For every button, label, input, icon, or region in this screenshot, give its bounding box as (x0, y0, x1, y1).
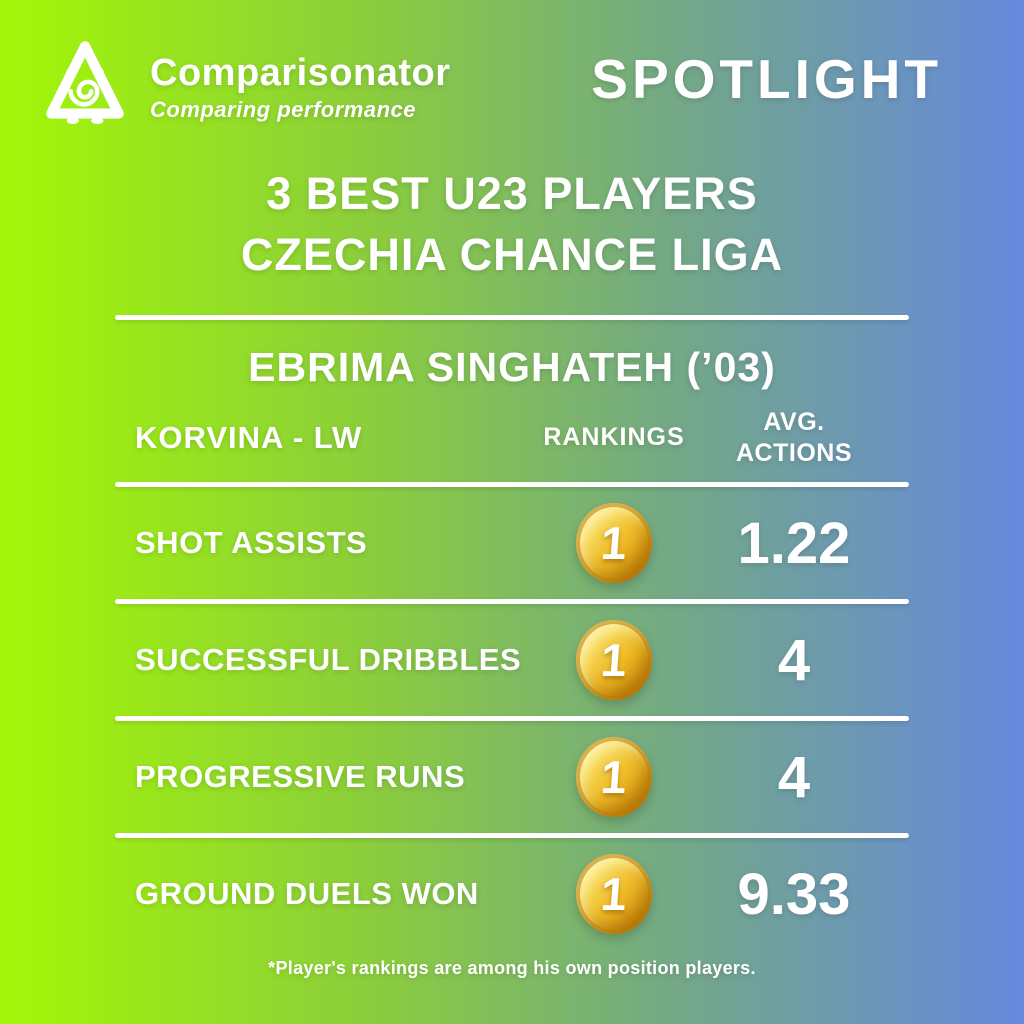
brand-name: Comparisonator (150, 51, 451, 94)
column-header-rankings: RANKINGS (543, 423, 685, 452)
stat-value: 4 (777, 627, 811, 693)
rank-number: 1 (599, 517, 629, 570)
divider (115, 716, 909, 722)
ranking-cell: 1 (534, 503, 694, 584)
title-line-2: CZECHIA CHANCE LIGA (240, 229, 784, 281)
divider (115, 599, 909, 605)
header: Comparisonator Comparing performance SPO… (0, 0, 1024, 135)
column-header-avg-actions: AVG. ACTIONS (694, 407, 894, 468)
ranking-cell: 1 (534, 854, 694, 935)
stat-label: PROGRESSIVE RUNS (135, 759, 466, 795)
brand-lockup: Comparisonator Comparing performance (34, 33, 450, 135)
title-line-1: 3 BEST U23 PLAYERS (266, 168, 758, 219)
stat-value: 1.22 (737, 510, 851, 576)
stat-value: 9.33 (737, 861, 851, 927)
ranking-cell: 1 (534, 737, 694, 818)
comparisonator-logo-icon (46, 41, 124, 124)
brand-tagline: Comparing performance (150, 97, 416, 123)
divider (115, 482, 909, 488)
stat-value: 4 (777, 744, 811, 810)
player-club-position: KORVINA - LW (135, 419, 363, 455)
footnote: *Player's rankings are among his own pos… (268, 958, 756, 979)
gold-medal-icon: 1 (576, 737, 652, 818)
page-title: 3 BEST U23 PLAYERS CZECHIA CHANCE LIGA (0, 163, 1024, 285)
table-row: SUCCESSFUL DRIBBLES 1 4 (115, 604, 909, 716)
gold-medal-icon: 1 (576, 620, 652, 701)
logo-flame-ornaments (57, 66, 113, 124)
gold-medal-icon: 1 (576, 854, 652, 935)
spotlight-label: SPOTLIGHT (591, 48, 942, 110)
gold-medal-icon: 1 (576, 503, 652, 584)
stat-label: SHOT ASSISTS (135, 525, 368, 561)
ranking-cell: 1 (534, 620, 694, 701)
rank-number: 1 (599, 634, 629, 687)
divider (115, 315, 909, 321)
avg-header-line-1: AVG. (763, 408, 825, 437)
avg-header-line-2: ACTIONS (736, 438, 852, 467)
stat-label: SUCCESSFUL DRIBBLES (135, 642, 522, 678)
divider (115, 833, 909, 839)
stats-panel: EBRIMA SINGHATEH (’03) KORVINA - LW RANK… (115, 315, 909, 950)
stat-label: GROUND DUELS WON (135, 876, 479, 912)
table-row: GROUND DUELS WON 1 9.33 (115, 838, 909, 950)
player-name: EBRIMA SINGHATEH (’03) (248, 344, 776, 391)
rank-number: 1 (599, 751, 629, 804)
table-row: SHOT ASSISTS 1 1.22 (115, 487, 909, 599)
table-row: PROGRESSIVE RUNS 1 4 (115, 721, 909, 833)
table-header-row: KORVINA - LW RANKINGS AVG. ACTIONS (115, 407, 909, 482)
brand-text-block: Comparisonator Comparing performance (150, 51, 451, 124)
rank-number: 1 (599, 868, 629, 921)
